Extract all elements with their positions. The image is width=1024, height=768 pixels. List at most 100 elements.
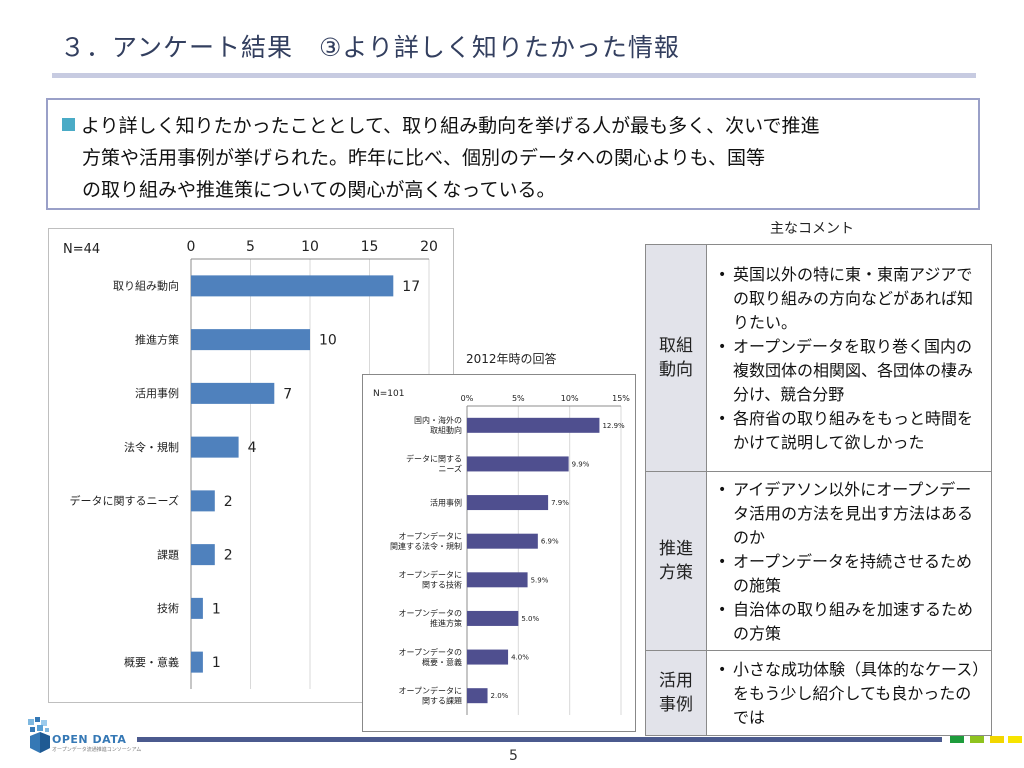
category-label: 課題 — [157, 547, 179, 561]
category-label: オープンデータの — [398, 608, 462, 618]
x-tick-label: 5 — [246, 239, 255, 255]
category-label: 技術 — [157, 602, 179, 615]
value-label: 5.0% — [521, 615, 539, 623]
comment-item: 英国以外の特に東・東南アジアでの取り組みの方向などがあれば知りたい。 — [715, 263, 983, 335]
bar — [191, 382, 275, 404]
comment-item: オープンデータを持続させるための施策 — [715, 550, 983, 598]
footer-square — [1008, 736, 1022, 743]
footer-square — [990, 736, 1004, 743]
title-underline — [52, 73, 976, 78]
comment-item: 小さな成功体験（具体的なケース）をもう少し紹介しても良かったのでは — [715, 658, 983, 730]
bar — [467, 456, 569, 472]
comment-body: 英国以外の特に東・東南アジアでの取り組みの方向などがあれば知りたい。 オープンデ… — [706, 244, 992, 472]
comments-row: 活用事例 小さな成功体験（具体的なケース）をもう少し紹介しても良かったのでは — [645, 650, 992, 736]
logo-text: OPEN DATA — [52, 733, 127, 746]
category-label: データに関する — [406, 454, 462, 464]
value-label: 12.9% — [602, 422, 625, 430]
value-label: 1 — [212, 601, 221, 617]
category-label: 推進方策 — [430, 618, 462, 628]
value-label: 10 — [319, 333, 337, 349]
bar — [467, 610, 519, 626]
bar — [467, 495, 549, 511]
bar — [191, 597, 203, 619]
category-text: 動向 — [659, 360, 693, 380]
category-label: 活用事例 — [430, 497, 462, 507]
category-label: 国内・海外の — [414, 415, 462, 425]
comment-item: オープンデータを取り巻く国内の複数団体の相関図、各団体の棲み分け、競合分野 — [715, 335, 983, 407]
summary-text-1: より詳しく知りたかったこととして、取り組み動向を挙げる人が最も多く、次いで推進 — [81, 115, 820, 137]
bar — [191, 329, 310, 351]
bar — [467, 417, 600, 433]
value-label: 6.9% — [541, 538, 559, 546]
x-tick-label: 10% — [561, 394, 579, 403]
bar — [467, 572, 528, 588]
comment-category: 取組 動向 — [645, 244, 707, 472]
value-label: 7 — [283, 386, 292, 402]
comment-item: 各府省の取り組みをもっと時間をかけて説明して欲しかった — [715, 407, 983, 455]
comments-table: 取組動向 英国以外の特に東・東南アジアでの取り組みの方向などがあれば知りたい。 … — [645, 244, 992, 736]
value-label: 2 — [224, 548, 233, 564]
category-label: データに関するニーズ — [70, 494, 179, 508]
open-data-logo — [26, 716, 136, 756]
x-tick-label: 0% — [461, 394, 474, 403]
summary-box: より詳しく知りたかったこととして、取り組み動向を挙げる人が最も多く、次いで推進 … — [46, 98, 980, 210]
x-tick-label: 10 — [301, 239, 319, 255]
bar — [191, 436, 239, 458]
category-label: オープンデータに — [398, 531, 462, 541]
comment-body: アイデアソン以外にオープンデータ活用の方法を見出す方法はあるのか オープンデータ… — [706, 471, 992, 651]
category-text: 取組 — [659, 336, 693, 356]
cube-logo-icon — [28, 717, 50, 753]
comments-caption: 主なコメント — [770, 221, 854, 237]
value-label: 7.9% — [551, 499, 569, 507]
category-label: 関する課題 — [422, 695, 462, 705]
bar — [191, 651, 203, 673]
value-label: 2.0% — [491, 692, 509, 700]
category-label: 推進方策 — [135, 332, 179, 346]
value-label: 4.0% — [511, 654, 529, 662]
summary-line-2: 方策や活用事例が挙げられた。昨年に比べ、個別のデータへの関心よりも、国等 — [82, 147, 766, 169]
logo-subtext: オープンデータ流通推進コンソーシアム — [52, 747, 142, 753]
category-label: オープンデータに — [398, 685, 462, 695]
value-label: 9.9% — [572, 460, 590, 468]
slide-title: ３．アンケート結果 ③より詳しく知りたかった情報 — [60, 33, 680, 62]
chart-2013-svg: N=44 0 5 10 15 20 取り組み動向 17 推進方策 10 活用事例 7 法令・規制 4 データ… — [63, 239, 438, 689]
comment-category: 活用 事例 — [645, 650, 707, 736]
bar — [191, 275, 394, 297]
bar — [191, 544, 215, 566]
x-tick-label: 15% — [612, 394, 630, 403]
category-label: 取組動向 — [430, 425, 462, 435]
category-label: ニーズ — [438, 464, 462, 474]
value-label: 4 — [248, 440, 257, 456]
sample-size-label: N=44 — [63, 242, 100, 257]
summary-line-1: より詳しく知りたかったこととして、取り組み動向を挙げる人が最も多く、次いで推進 — [62, 110, 964, 142]
comment-body: 小さな成功体験（具体的なケース）をもう少し紹介しても良かったのでは — [706, 650, 992, 736]
comments-row: 推進方策 アイデアソン以外にオープンデータ活用の方法を見出す方法はあるのか オー… — [645, 471, 992, 651]
chart-2012-caption: 2012年時の回答 — [466, 352, 557, 366]
comment-item: アイデアソン以外にオープンデータ活用の方法を見出す方法はあるのか — [715, 478, 983, 550]
category-label: 概要・意義 — [422, 657, 462, 667]
sample-size-label: N=101 — [373, 389, 404, 399]
footer-square — [970, 736, 984, 743]
category-text: 事例 — [659, 695, 693, 715]
comments-row: 取組動向 英国以外の特に東・東南アジアでの取り組みの方向などがあれば知りたい。 … — [645, 244, 992, 472]
square-bullet-icon — [62, 118, 75, 131]
category-label: オープンデータの — [398, 647, 462, 657]
page-number: 5 — [509, 748, 518, 764]
footer-rule — [137, 737, 942, 742]
summary-line-3: の取り組みや推進策についての関心が高くなっている。 — [82, 179, 556, 201]
category-label: 関する技術 — [422, 580, 462, 590]
category-label: 取り組み動向 — [113, 279, 179, 293]
bar — [467, 688, 488, 704]
comment-item: 自治体の取り組みを加速するための方策 — [715, 598, 983, 646]
bar — [467, 533, 538, 549]
bar — [191, 490, 215, 512]
comment-category: 推進 方策 — [645, 471, 707, 651]
value-label: 1 — [212, 655, 221, 671]
category-label: 関連する法令・規制 — [390, 541, 462, 551]
bar — [467, 649, 509, 665]
category-label: 概要・意義 — [124, 655, 179, 669]
x-tick-label: 0 — [187, 239, 196, 255]
category-label: 活用事例 — [135, 386, 179, 400]
category-text: 推進 — [659, 539, 693, 559]
value-label: 2 — [224, 494, 233, 510]
